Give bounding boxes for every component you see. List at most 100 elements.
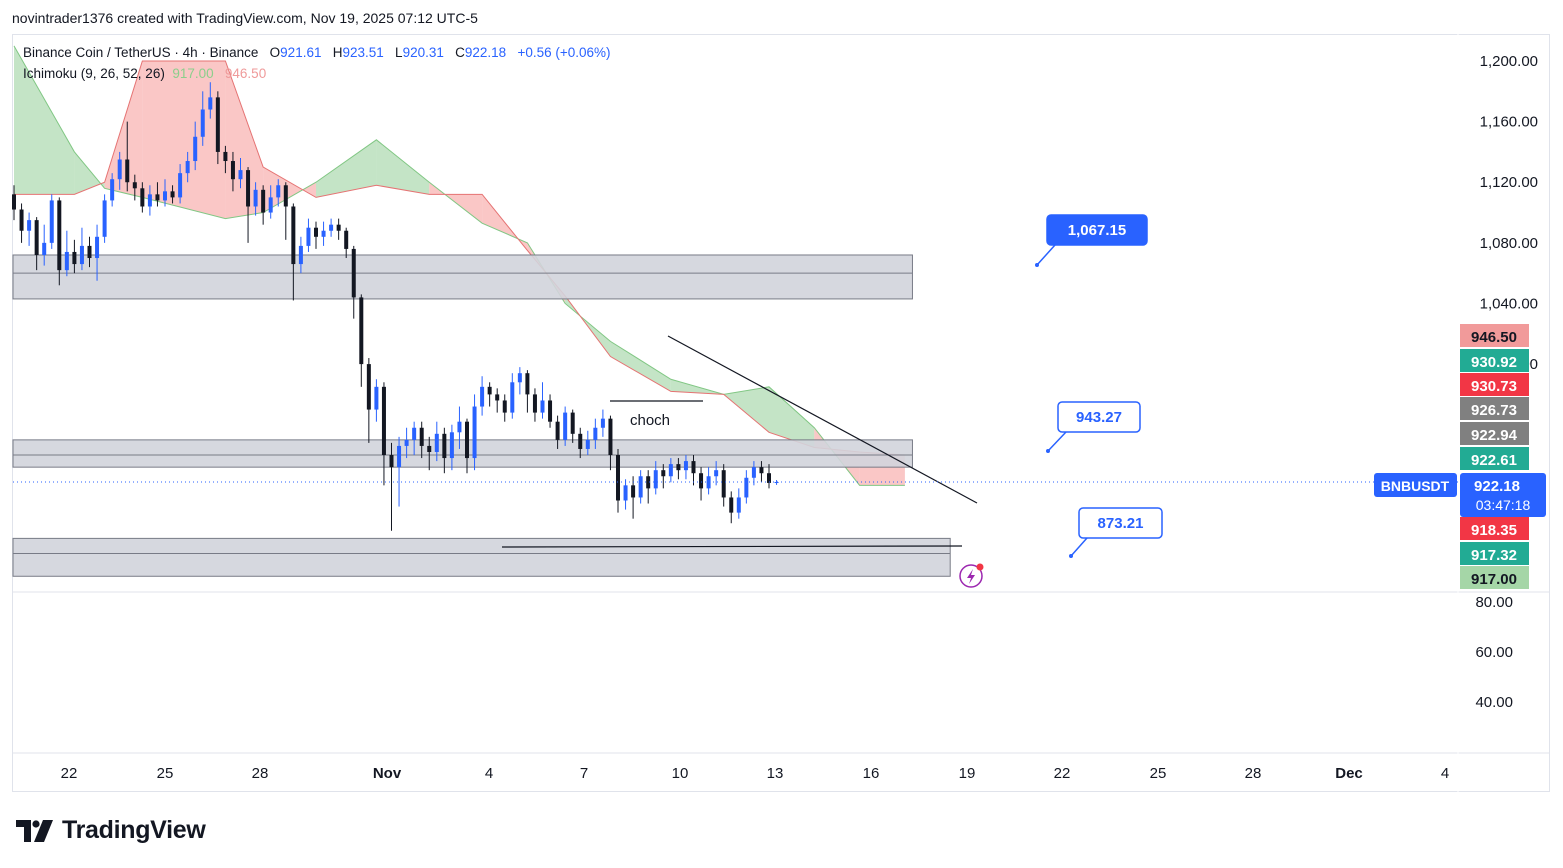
- time-axis-tick: 25: [157, 765, 174, 782]
- ichimoku-cloud-bearish: [142, 61, 226, 219]
- price-label-text: 946.50: [1471, 329, 1517, 346]
- candle-down: [155, 194, 160, 201]
- time-axis-tick: 22: [61, 765, 78, 782]
- candle-down: [381, 386, 386, 456]
- candle-down: [555, 421, 560, 440]
- candle-up: [321, 230, 326, 237]
- candle-down: [427, 445, 432, 452]
- indicator-value-a: 917.00: [172, 66, 214, 81]
- candle-up: [102, 200, 107, 237]
- price-axis-tick: 1,200.00: [1480, 53, 1538, 70]
- candle-up: [178, 173, 183, 198]
- candle-down: [223, 151, 228, 162]
- candle-up: [517, 373, 522, 383]
- indicator-name[interactable]: Ichimoku (9, 26, 52, 26): [23, 66, 165, 81]
- time-axis-tick: 25: [1150, 765, 1167, 782]
- candle-up: [185, 161, 190, 174]
- candle-down: [19, 209, 24, 231]
- chart-frame: [12, 34, 1550, 792]
- ichimoku-cloud-bullish: [376, 139, 430, 195]
- candle-up: [449, 432, 454, 459]
- symbol-tag-text: BNBUSDT: [1381, 478, 1450, 494]
- open-label: O: [269, 45, 281, 60]
- lightning-icon: [967, 569, 975, 584]
- time-axis-tick: 22: [1054, 765, 1071, 782]
- price-label-text: 917.00: [1471, 571, 1517, 588]
- candle-down: [465, 421, 469, 459]
- candle-up: [540, 400, 545, 413]
- price-label-text: 930.92: [1471, 354, 1517, 371]
- candle-up: [110, 179, 115, 201]
- high-label: H: [332, 45, 343, 60]
- zone-box: [12, 537, 951, 577]
- candle-down: [140, 188, 145, 207]
- time-axis-tick: 19: [959, 765, 976, 782]
- callout-pointer: [1036, 244, 1056, 266]
- candle-up: [79, 245, 84, 265]
- high-value: 923.51: [342, 45, 384, 60]
- time-axis-tick: 13: [767, 765, 784, 782]
- change-value: +0.56 (+0.06%): [517, 45, 611, 60]
- tradingview-logo[interactable]: TradingView: [16, 816, 206, 845]
- candle-up: [329, 224, 334, 231]
- lower-pane-tick: 80.00: [1475, 594, 1513, 611]
- candle-down: [608, 418, 613, 456]
- candle-down: [12, 194, 16, 210]
- candle-up: [193, 136, 198, 162]
- tradingview-brand: TradingView: [62, 816, 206, 844]
- candle-up: [276, 185, 281, 198]
- candle-up: [774, 482, 779, 484]
- candle-down: [87, 245, 92, 259]
- candle-up: [472, 406, 477, 459]
- candle-down: [548, 400, 553, 422]
- candle-down: [344, 230, 349, 249]
- price-label-badge: [1460, 324, 1529, 347]
- candle-down: [570, 412, 575, 434]
- candle-up: [298, 245, 303, 265]
- candle-down: [578, 433, 583, 449]
- symbol-title[interactable]: Binance Coin / TetherUS · 4h · Binance: [23, 45, 259, 60]
- candle-up: [42, 242, 47, 255]
- candle-up: [653, 470, 658, 489]
- candle-up: [163, 191, 167, 201]
- candle-down: [230, 161, 235, 180]
- candle-down: [261, 189, 266, 213]
- price-label-text: 918.35: [1471, 522, 1517, 539]
- candle-up: [683, 461, 688, 471]
- candle-up: [736, 497, 741, 513]
- candle-up: [434, 433, 439, 452]
- lower-pane-tick: 40.00: [1475, 694, 1513, 711]
- close-label: C: [455, 45, 465, 60]
- price-axis-tick: 1,160.00: [1480, 114, 1538, 131]
- candle-up: [751, 467, 756, 478]
- candle-down: [525, 373, 530, 395]
- candle-down: [759, 467, 764, 474]
- candle-up: [253, 189, 258, 207]
- candle-down: [532, 394, 537, 413]
- candle-down: [132, 182, 137, 189]
- last-price-value: 922.18: [1474, 478, 1520, 495]
- candle-up: [49, 200, 54, 243]
- candle-up: [397, 445, 402, 468]
- candle-down: [389, 455, 394, 468]
- price-axis-tick: 1,040.00: [1480, 295, 1538, 312]
- last-price-badge: [1460, 473, 1546, 517]
- ichimoku-cloud-bearish: [263, 167, 316, 213]
- candle-down: [366, 364, 371, 410]
- candle-down: [502, 400, 507, 413]
- candle-up: [117, 159, 122, 180]
- event-dot-icon: [976, 563, 984, 571]
- candle-up: [374, 386, 379, 410]
- ichimoku-cloud-bullish: [74, 151, 105, 195]
- ichimoku-cloud-bullish: [769, 386, 815, 448]
- callout-price-label: 943.27: [1076, 409, 1122, 426]
- candle-up: [744, 477, 749, 498]
- ohlc-legend: Binance Coin / TetherUS · 4h · Binance O…: [23, 45, 611, 60]
- price-label-badge: [1460, 517, 1529, 540]
- callout-box: [1057, 401, 1141, 433]
- candle-down: [125, 159, 130, 183]
- price-label-badge: [1460, 422, 1529, 445]
- price-axis-tick: 1,120.00: [1480, 174, 1538, 191]
- time-axis-tick: Nov: [373, 765, 402, 782]
